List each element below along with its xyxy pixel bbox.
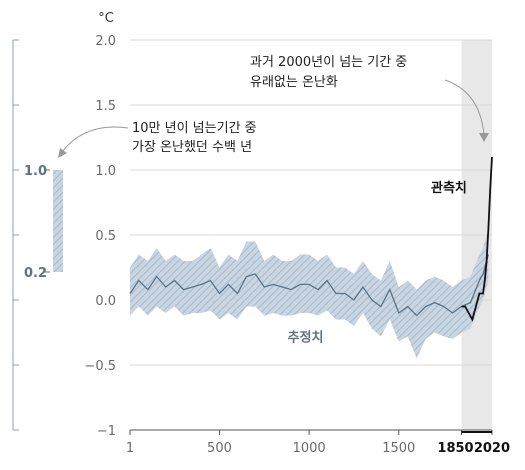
side-range-high-label: 1.0	[24, 164, 47, 179]
observed-line	[461, 156, 493, 322]
reconstruction-series-label: 추정치	[288, 330, 324, 346]
annotation-warmest-line2: 가장 온난했던 수백 년	[132, 139, 252, 155]
warmest-period-range-bar	[53, 170, 63, 272]
annotation-unprecedented-line1: 과거 2000년이 넘는 기간 중	[250, 55, 407, 70]
y-tick-label: 0.5	[95, 229, 116, 244]
x-tick-label: 1000	[293, 441, 326, 456]
annotation-warmest-arrowhead	[58, 148, 67, 158]
reconstruction-line	[129, 254, 490, 317]
annotation-warmest-arrow	[61, 126, 129, 153]
x-tick-label-bold: 2020	[474, 441, 510, 456]
y-axis-unit: °C	[98, 11, 114, 26]
observed-series-label: 관측치	[431, 180, 467, 196]
y-tick-label: 1.0	[95, 164, 116, 179]
x-tick-label: 1500	[382, 441, 415, 456]
side-axis-ticks	[13, 39, 50, 431]
side-range-low-label: 0.2	[24, 266, 47, 281]
reconstruction-uncertainty-band	[130, 228, 489, 359]
x-axis-ticks: 1 500 1000 1500 1850 2020	[126, 430, 510, 456]
y-tick-label: 0.0	[95, 294, 116, 309]
y-tick-label: 2.0	[95, 34, 116, 49]
x-tick-label: 1	[126, 441, 134, 456]
y-tick-label: −0.5	[84, 359, 116, 374]
y-axis-ticks: 2.0 1.5 1.0 0.5 0.0 −0.5 −1	[84, 34, 116, 439]
annotation-warmest-line1: 10만 년이 넘는기간 중	[132, 121, 257, 136]
annotation-unprecedented-arrowhead	[479, 133, 489, 142]
annotation-unprecedented-arrow	[444, 79, 485, 136]
x-tick-label: 500	[207, 441, 232, 456]
y-tick-label: −1	[97, 424, 116, 439]
grid	[130, 39, 492, 366]
x-tick-label-bold: 1850	[437, 441, 473, 456]
y-tick-label: 1.5	[95, 99, 116, 114]
annotation-unprecedented-line2: 유래없는 온난화	[250, 75, 338, 90]
